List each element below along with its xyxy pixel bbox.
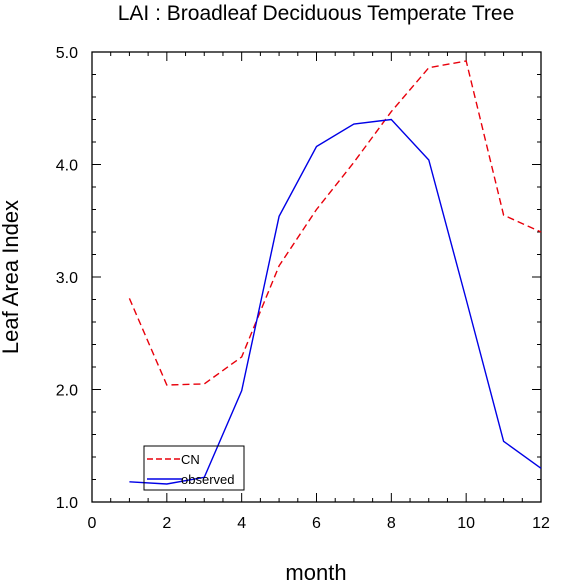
y-tick-label: 1.0	[56, 495, 78, 512]
legend-box	[143, 445, 245, 491]
x-tick-label: 0	[88, 515, 97, 532]
series-group	[128, 60, 542, 485]
series-line-CN	[128, 60, 542, 386]
legend-label-CN: CN	[181, 452, 200, 467]
x-tick-label: 12	[532, 515, 550, 532]
series-line-observed	[129, 118, 542, 485]
chart-title: LAI : Broadleaf Deciduous Temperate Tree	[118, 2, 515, 25]
plot-frame	[91, 51, 542, 503]
legend-label-observed: observed	[181, 472, 234, 487]
x-tick-label: 2	[162, 515, 171, 532]
y-tick-label: 3.0	[56, 270, 78, 287]
y-tick-label: 4.0	[56, 158, 78, 175]
y-tick-label: 2.0	[56, 383, 78, 400]
x-tick-label: 8	[387, 515, 396, 532]
x-axis-label: month	[285, 560, 346, 582]
x-tick-label: 4	[237, 515, 246, 532]
x-tick-label: 6	[312, 515, 321, 532]
legend: CN observed	[143, 445, 245, 491]
y-tick-label: 5.0	[56, 45, 78, 62]
y-axis-ticks: 1.0 2.0 3.0 4.0 5.0	[56, 45, 541, 512]
plot-area	[91, 51, 542, 503]
y-axis-label: Leaf Area Index	[0, 200, 23, 354]
x-tick-label: 10	[457, 515, 475, 532]
x-axis-ticks: 0 2 4 6 8 10 12	[88, 52, 550, 532]
